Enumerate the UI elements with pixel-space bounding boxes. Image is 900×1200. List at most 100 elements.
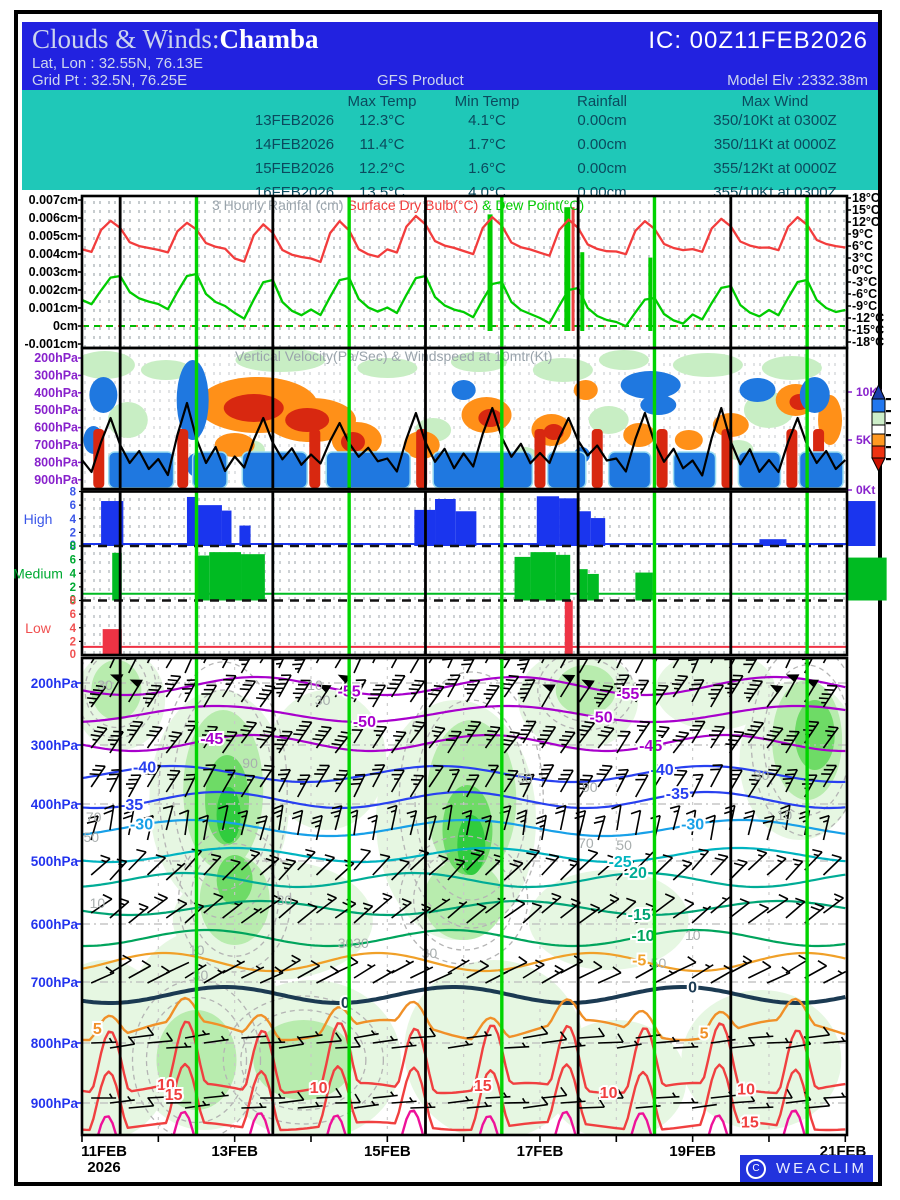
wind-barb — [203, 1091, 229, 1099]
wind-barb — [353, 1100, 379, 1109]
wind-barb — [122, 809, 135, 836]
wind-barb — [147, 965, 171, 984]
dew-point-curve — [83, 272, 846, 328]
wind-barb — [447, 900, 468, 919]
grid-pt-label: Grid Pt : 32.5N, 76.25E — [32, 72, 188, 89]
vv-blob — [89, 377, 118, 413]
wind-barb — [559, 730, 576, 754]
wind-barb — [315, 854, 336, 876]
temp-axis-label: 6°C — [852, 239, 873, 253]
vv-blob — [588, 406, 629, 434]
contour-label: -35 — [666, 786, 689, 803]
temp-contour — [83, 985, 846, 1005]
wind-barb — [297, 848, 316, 871]
pressure-axis-label: 900hPa — [31, 1096, 79, 1111]
cloud-tick-label: 8 — [70, 541, 77, 553]
summary-table: Max Temp Min Temp Rainfall Max Wind 13FEB202… — [22, 90, 878, 201]
humidity-contour-label: 30 — [277, 892, 293, 908]
wind-barb — [578, 679, 595, 703]
header: Clouds & Winds:Chamba IC: 00Z11FEB2026 L… — [22, 22, 878, 90]
wind-barb — [428, 854, 449, 876]
table-cell-max_temp: 11.4°C — [359, 136, 405, 153]
wind-barb — [240, 907, 263, 924]
wind-barb — [297, 1101, 323, 1109]
cloud-bar — [759, 539, 787, 546]
wind-barb — [483, 684, 500, 708]
wind-barb — [86, 815, 99, 841]
contour-label: 0 — [688, 979, 697, 996]
temp-axis-label: 12°C — [852, 215, 880, 229]
wind-barb — [128, 848, 147, 871]
wind-barb — [541, 1086, 568, 1099]
wind-barb — [146, 658, 152, 664]
wind-barb — [672, 769, 688, 793]
temp-contour — [83, 675, 846, 697]
wind-barb — [465, 720, 482, 744]
cloud-bar — [578, 511, 591, 546]
x-tick-label: 11FEB — [81, 1143, 127, 1160]
wind-barb — [386, 674, 406, 698]
wind-barb — [391, 959, 415, 974]
vv-pressure-label: 600hPa — [34, 421, 79, 435]
wind-barb — [522, 902, 543, 924]
wind-barb — [201, 725, 219, 749]
wind-barb — [822, 658, 828, 664]
wind-barb — [653, 725, 670, 749]
table-header-max-wind: Max Wind — [741, 93, 809, 110]
cloud-bar — [186, 496, 199, 546]
wind-barb — [312, 725, 332, 749]
contour-label: 10 — [737, 1082, 755, 1099]
wind-barb — [503, 769, 519, 793]
cloud-tick-label: 2 — [70, 582, 76, 594]
wind-barb — [447, 1040, 473, 1049]
wind-barb — [291, 809, 304, 836]
wind-barb — [671, 674, 689, 698]
wind-barb — [391, 1041, 417, 1049]
vv-blob — [640, 395, 677, 415]
wind-barb — [239, 679, 257, 703]
vv-surface-red — [534, 429, 546, 488]
wind-barb — [241, 1035, 267, 1039]
wind-barb — [504, 1097, 530, 1104]
wind-barb — [218, 804, 229, 831]
rain-axis-label: 0.004cm — [29, 247, 78, 261]
cloud-bar — [847, 557, 887, 601]
x-tick-label: 17FEB — [517, 1143, 564, 1160]
rain-axis-label: 0.002cm — [29, 283, 78, 297]
rain-axis-label: 0cm — [53, 319, 78, 333]
contour-label: 15 — [741, 1114, 759, 1131]
wind-barb — [518, 720, 537, 744]
wind-barb — [297, 960, 320, 979]
wind-barb — [672, 731, 690, 754]
temp-axis-label: 0°C — [852, 263, 873, 277]
temp-axis-label: 18°C — [852, 191, 880, 205]
wind-barb — [442, 804, 453, 831]
wind-barb — [316, 1087, 343, 1099]
wind-barb — [292, 679, 312, 703]
vv-blob — [674, 430, 703, 450]
vv-pressure-label: 200hPa — [34, 351, 79, 365]
pressure-axis-label: 500hPa — [31, 854, 79, 869]
kt-scale-label: 0Kt — [856, 483, 875, 497]
wind-barb — [766, 854, 787, 876]
cloud-bar — [455, 511, 477, 546]
wind-barb — [184, 658, 193, 674]
wind-barb — [353, 902, 374, 924]
cloud-tick-label: 0 — [70, 649, 76, 661]
cloud-bar — [555, 554, 571, 601]
wind-barb — [203, 969, 226, 984]
wind-barb — [554, 804, 567, 831]
contour-label: 5 — [93, 1021, 102, 1038]
cloud-bar — [209, 552, 242, 601]
vv-blob — [799, 377, 830, 413]
wind-barb — [466, 1101, 492, 1109]
wind-barb — [710, 764, 724, 788]
x-year-label: 2026 — [87, 1159, 120, 1176]
wind-barb — [652, 684, 669, 708]
humidity-blob — [216, 787, 241, 843]
kt-scale-label: 5Kt — [856, 433, 875, 447]
contour-label: 5 — [700, 1026, 709, 1043]
wind-barb — [292, 658, 307, 674]
wind-barb — [201, 684, 218, 708]
wind-barb — [729, 858, 748, 881]
